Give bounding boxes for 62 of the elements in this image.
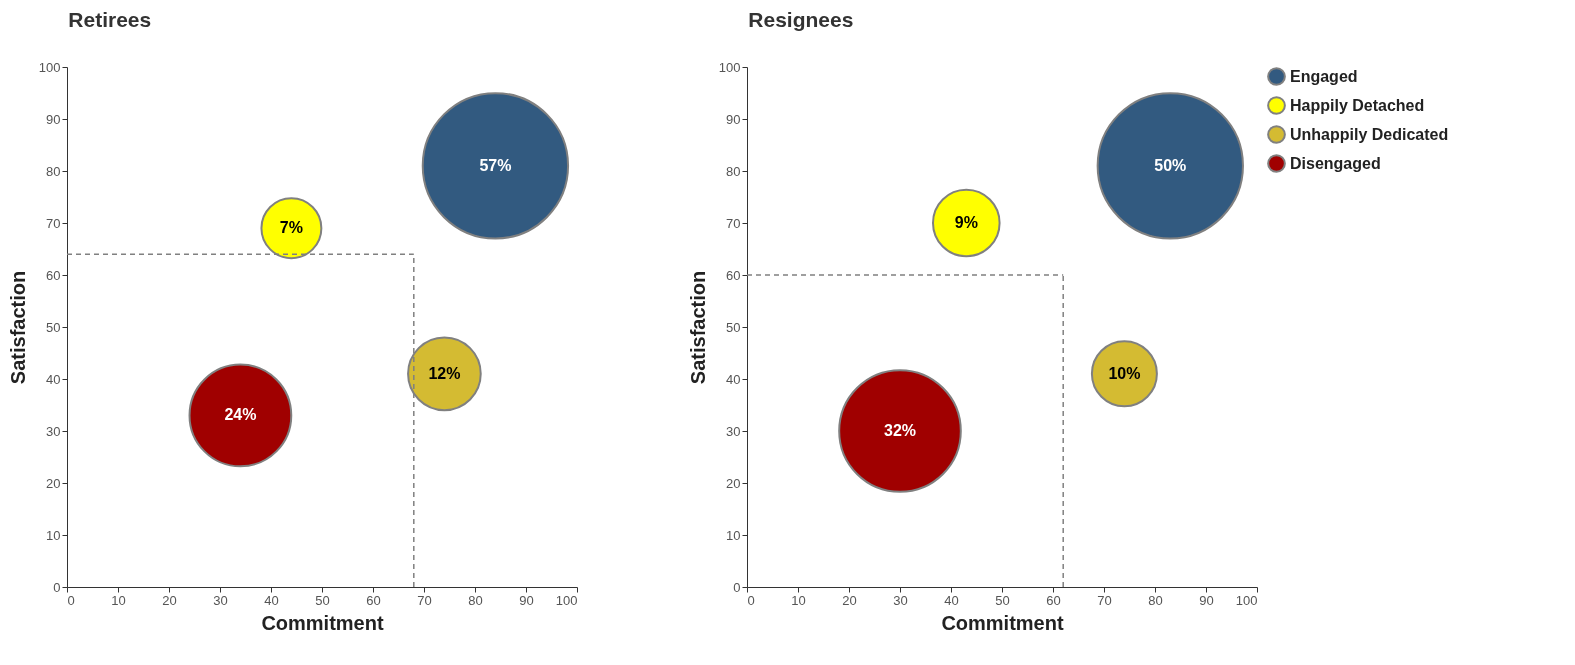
legend-label: Unhappily Dedicated (1290, 125, 1449, 143)
x-tick-label: 100 (1235, 592, 1258, 608)
y-tick-label: 60 (726, 267, 741, 283)
annotation: 32% (883, 422, 917, 439)
x-tick-label: 20 (162, 592, 177, 608)
x-tick-label: 0 (67, 592, 75, 608)
x-tick-label: 70 (417, 592, 432, 608)
y-tick-label: 80 (726, 163, 741, 179)
annotation: 10% (1108, 364, 1141, 382)
y-axis-title: Satisfaction (6, 270, 29, 385)
y-tick-label: 100 (718, 59, 741, 75)
y-tick-label: 40 (726, 371, 741, 387)
x-axis-title: Commitment (261, 611, 384, 634)
x-tick-label: 80 (468, 592, 483, 608)
x-tick-label: 30 (893, 592, 908, 608)
x-tick-label: 100 (555, 592, 578, 608)
x-tick-label: 50 (315, 592, 330, 608)
annotation: 12% (428, 364, 461, 382)
annotation: 24% (224, 406, 257, 424)
x-tick-label: 40 (264, 592, 279, 608)
x-tick-label: 40 (944, 592, 959, 608)
x-tick-label: 50 (995, 592, 1010, 608)
x-tick-label: 60 (1046, 592, 1061, 608)
x-tick-label: 60 (366, 592, 381, 608)
x-tick-label: 80 (1148, 592, 1163, 608)
y-axis-title: Satisfaction (686, 270, 709, 385)
y-tick-label: 30 (46, 423, 61, 439)
y-tick-label: 90 (46, 111, 61, 127)
y-tick-label: 20 (726, 475, 741, 491)
annotation: 57% (479, 156, 512, 174)
x-tick-label: 10 (791, 592, 806, 608)
y-tick-label: 50 (726, 319, 741, 335)
legend-label: Engaged (1290, 67, 1358, 85)
legend-label: Disengaged (1290, 154, 1381, 172)
x-tick-label: 10 (111, 592, 126, 608)
y-tick-label: 60 (46, 267, 61, 283)
annotation: 7% (279, 219, 303, 237)
x-tick-label: 90 (1199, 592, 1214, 608)
x-tick-label: 30 (213, 592, 228, 608)
x-tick-label: 90 (519, 592, 534, 608)
y-tick-label: 40 (46, 371, 61, 387)
x-axis-title: Commitment (941, 611, 1064, 634)
y-tick-label: 10 (46, 527, 61, 543)
y-tick-label: 30 (726, 423, 741, 439)
x-tick-label: 0 (747, 592, 755, 608)
y-tick-label: 100 (38, 59, 61, 75)
annotation: 50% (1154, 156, 1187, 174)
y-tick-label: 70 (46, 215, 61, 231)
y-tick-label: 0 (53, 579, 61, 595)
legend-label: Happily Detached (1290, 96, 1425, 114)
y-tick-label: 90 (726, 111, 741, 127)
y-tick-label: 70 (726, 215, 741, 231)
chart-title: Retirees (68, 8, 152, 31)
y-tick-label: 0 (733, 579, 741, 595)
chart-title: Resignees (748, 8, 854, 31)
annotation: 9% (954, 214, 978, 231)
y-tick-label: 80 (46, 163, 61, 179)
x-tick-label: 70 (1097, 592, 1112, 608)
y-tick-label: 20 (46, 475, 61, 491)
x-tick-label: 20 (842, 592, 857, 608)
y-tick-label: 50 (46, 319, 61, 335)
y-tick-label: 10 (726, 527, 741, 543)
